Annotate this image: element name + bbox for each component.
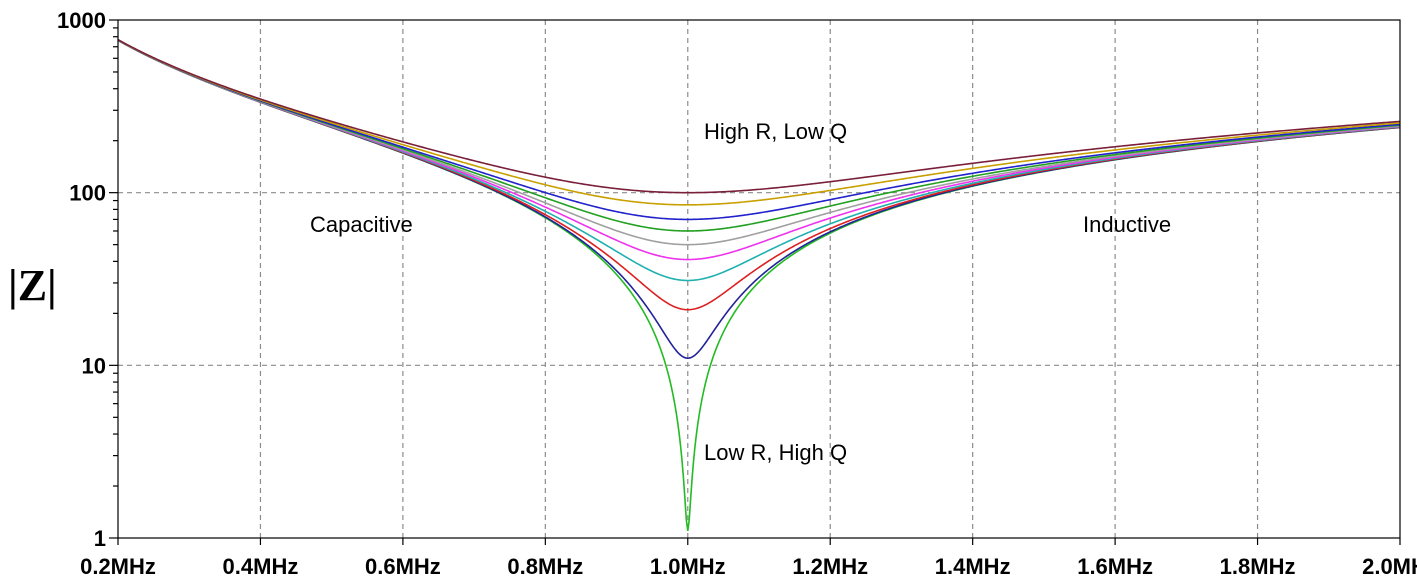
plot-frame — [117, 19, 1401, 539]
annotation-label: Low R, High Q — [704, 440, 847, 465]
series-line — [117, 39, 1401, 282]
annotation-label: Capacitive — [310, 212, 413, 237]
x-tick-label: 0.6MHz — [365, 554, 441, 579]
y-tick-label: 1 — [94, 526, 106, 551]
series-line — [117, 38, 1401, 194]
x-tick-label: 1.8MHz — [1220, 554, 1296, 579]
y-axis-labels: 1 10 100 1000 — [57, 8, 106, 551]
annotation-label: High R, Low Q — [704, 119, 847, 144]
x-tick-label: 1.4MHz — [935, 554, 1011, 579]
grid — [118, 20, 1400, 538]
series-group — [117, 38, 1401, 531]
x-tick-label: 2.0MHz — [1362, 554, 1417, 579]
series-line — [117, 39, 1401, 206]
series-line — [117, 39, 1401, 359]
x-tick-label: 0.4MHz — [223, 554, 299, 579]
y-axis-title: |Z| — [8, 261, 57, 310]
x-tick-label: 0.8MHz — [507, 554, 583, 579]
x-tick-label: 1.6MHz — [1077, 554, 1153, 579]
x-tick-label: 1.2MHz — [792, 554, 868, 579]
series-line — [117, 39, 1401, 221]
y-tick-label: 100 — [69, 181, 106, 206]
x-tick-label: 0.2MHz — [80, 554, 156, 579]
x-tick-label: 1.0MHz — [650, 554, 726, 579]
axis-ticks — [109, 19, 1401, 545]
series-line — [117, 39, 1401, 311]
annotation-label: Inductive — [1083, 212, 1171, 237]
y-tick-label: 1000 — [57, 8, 106, 33]
x-axis-labels: 0.2MHz 0.4MHz 0.6MHz 0.8MHz 1.0MHz 1.2MHz 1.4M… — [80, 554, 1417, 579]
annotations: Capacitive Inductive High R, Low Q Low R, H… — [310, 119, 1171, 465]
y-tick-label: 10 — [82, 353, 106, 378]
